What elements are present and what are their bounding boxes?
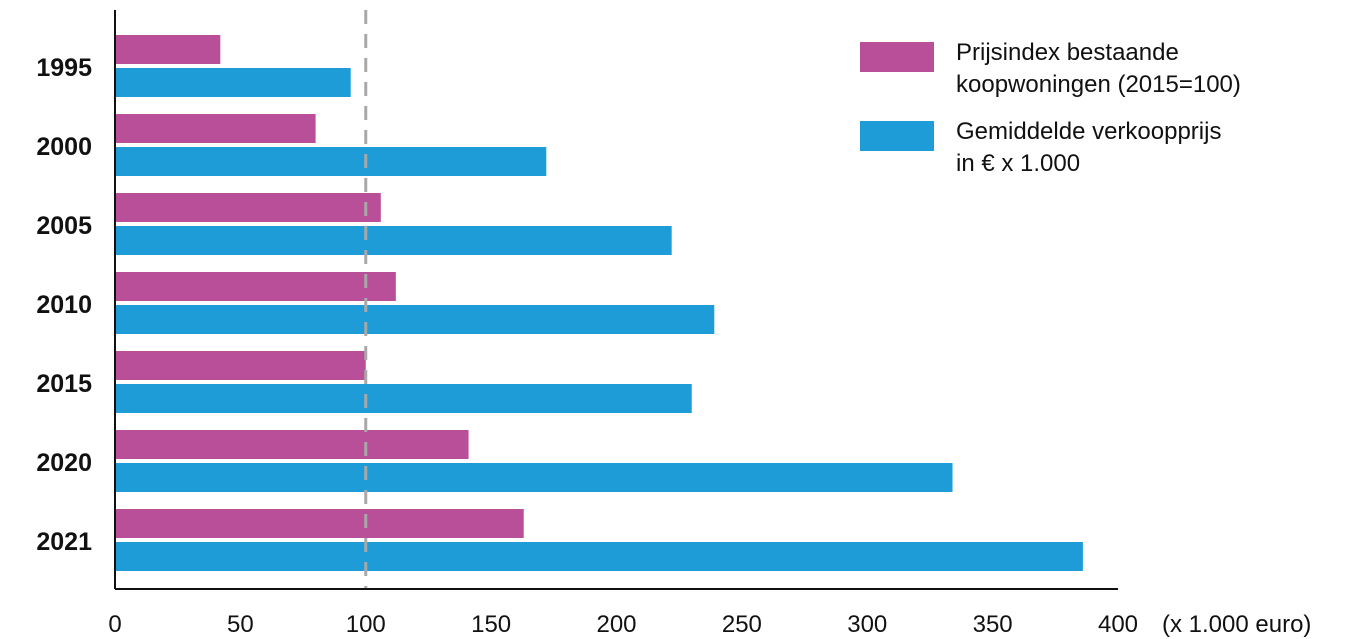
legend-label-prijsindex-line-1: Prijsindex bestaande xyxy=(956,39,1179,66)
legend-label-prijsindex-line-2: koopwoningen (2015=100) xyxy=(956,71,1241,98)
x-tick-label-150: 150 xyxy=(471,611,511,638)
bar-verkoopprijs-2005 xyxy=(115,226,672,255)
bar-prijsindex-2000 xyxy=(115,114,316,143)
legend-swatch-verkoopprijs xyxy=(860,121,934,151)
x-tick-label-350: 350 xyxy=(973,611,1013,638)
legend-label-verkoopprijs-line-2: in € x 1.000 xyxy=(956,150,1080,177)
category-label-2000: 2000 xyxy=(36,133,92,161)
bar-prijsindex-2020 xyxy=(115,430,469,459)
x-tick-label-100: 100 xyxy=(346,611,386,638)
bar-prijsindex-2021 xyxy=(115,509,524,538)
bar-prijsindex-2005 xyxy=(115,193,381,222)
labels-layer: (x 1.000 euro) 1995200020052010201520202… xyxy=(36,54,1311,638)
bar-verkoopprijs-2010 xyxy=(115,305,715,334)
x-tick-label-400: 400 xyxy=(1098,611,1138,638)
category-label-2015: 2015 xyxy=(36,370,92,398)
bar-prijsindex-2015 xyxy=(115,351,366,380)
category-label-2020: 2020 xyxy=(36,449,92,477)
x-tick-label-0: 0 xyxy=(108,611,121,638)
x-tick-label-50: 50 xyxy=(227,611,254,638)
bar-verkoopprijs-2021 xyxy=(115,542,1083,571)
bar-verkoopprijs-2020 xyxy=(115,463,953,492)
bar-verkoopprijs-1995 xyxy=(115,68,351,97)
category-label-1995: 1995 xyxy=(36,54,92,82)
x-tick-label-200: 200 xyxy=(596,611,636,638)
category-label-2005: 2005 xyxy=(36,212,92,240)
bar-prijsindex-1995 xyxy=(115,35,221,64)
bars-layer xyxy=(115,10,1083,589)
bar-verkoopprijs-2015 xyxy=(115,384,692,413)
legend-swatch-prijsindex xyxy=(860,42,934,72)
bar-prijsindex-2010 xyxy=(115,272,396,301)
x-tick-label-250: 250 xyxy=(722,611,762,638)
legend-label-verkoopprijs-line-1: Gemiddelde verkoopprijs xyxy=(956,118,1221,145)
legend: Prijsindex bestaande koopwoningen (2015=1… xyxy=(860,39,1241,177)
x-unit-label: (x 1.000 euro) xyxy=(1162,611,1311,638)
category-label-2010: 2010 xyxy=(36,291,92,319)
bar-verkoopprijs-2000 xyxy=(115,147,547,176)
axes-layer xyxy=(114,10,1118,590)
category-label-2021: 2021 xyxy=(36,528,92,556)
x-tick-label-300: 300 xyxy=(847,611,887,638)
